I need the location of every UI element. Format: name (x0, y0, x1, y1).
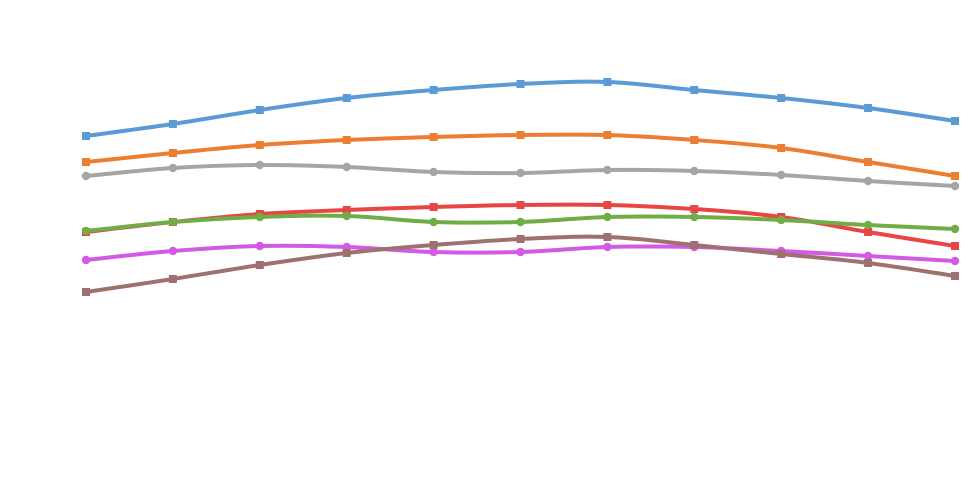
series-2-point-3 (255, 141, 264, 149)
series-7-point-10 (864, 259, 873, 267)
series-2-point-8 (690, 136, 699, 144)
series-6-point-10 (863, 251, 873, 261)
series-1-point-4 (342, 94, 351, 102)
series-7-point-6 (516, 235, 525, 243)
series-7-point-3 (255, 261, 264, 269)
series-5-point-4 (342, 211, 351, 221)
series-6-point-7 (603, 242, 612, 252)
series-3-point-11 (950, 181, 960, 191)
series-3-point-8 (690, 166, 699, 176)
series-1-point-5 (429, 86, 438, 94)
series-2-point-7 (603, 131, 612, 139)
series-7-point-9 (777, 250, 786, 258)
series-4-point-5 (429, 203, 438, 211)
series-5-point-5 (429, 217, 438, 227)
series-3-point-9 (777, 170, 786, 180)
series-3-point-3 (255, 160, 264, 170)
series-7-point-11 (951, 272, 959, 280)
series-1-point-9 (777, 94, 786, 102)
series-7-line (84, 234, 957, 294)
series-5-point-3 (255, 212, 264, 222)
series-2-point-1 (82, 158, 90, 166)
series-6-point-3 (255, 241, 264, 251)
series-2-point-11 (951, 172, 959, 180)
series-5-point-10 (863, 220, 873, 230)
series-7-point-4 (342, 249, 351, 257)
series-6 (81, 241, 960, 266)
series-4-point-7 (603, 201, 612, 209)
series-2-point-5 (429, 133, 438, 141)
series-6-point-1 (81, 255, 91, 265)
series-1-point-7 (603, 78, 612, 86)
series-5-point-2 (168, 217, 178, 227)
series-3 (81, 160, 960, 191)
series-1-point-10 (864, 104, 873, 112)
series-5-point-6 (516, 217, 525, 227)
series-1-point-6 (516, 80, 525, 88)
series-1-point-8 (690, 86, 699, 94)
series-7-point-5 (429, 241, 438, 249)
series-3-point-5 (429, 167, 438, 177)
series-6-point-2 (168, 246, 178, 256)
series-1-point-11 (951, 117, 959, 125)
series-2-point-2 (168, 149, 177, 157)
series-3-point-6 (516, 168, 525, 178)
series-5-point-8 (690, 212, 699, 222)
series-4-point-11 (951, 242, 959, 250)
series-1-point-2 (168, 120, 177, 128)
series-3-point-10 (863, 176, 873, 186)
series-7-point-2 (168, 275, 177, 283)
series-5 (81, 211, 960, 236)
series-5-point-7 (603, 212, 612, 222)
series-7-point-1 (82, 288, 90, 296)
series-1 (82, 78, 959, 140)
series-5-point-9 (777, 215, 786, 225)
series-6-point-5 (429, 247, 438, 257)
series-4-point-10 (864, 228, 873, 236)
series-6-point-6 (516, 247, 525, 257)
series-1-point-1 (82, 132, 90, 140)
series-5-point-1 (81, 226, 91, 236)
series-5-point-11 (950, 224, 960, 234)
series-2-point-6 (516, 131, 525, 139)
series-2 (82, 131, 959, 180)
series-7-point-7 (603, 233, 612, 241)
series-3-point-2 (168, 163, 178, 173)
series-2-point-9 (777, 144, 786, 152)
series-4-point-8 (690, 205, 699, 213)
series-1-point-3 (255, 106, 264, 114)
series-7-point-8 (690, 241, 699, 249)
series-1-line (84, 79, 957, 138)
series-2-point-10 (864, 158, 873, 166)
series-7 (82, 233, 959, 296)
series-3-point-7 (603, 165, 612, 175)
series-layer (81, 78, 960, 296)
series-3-point-4 (342, 162, 351, 172)
series-2-point-4 (342, 136, 351, 144)
series-3-point-1 (81, 171, 91, 181)
series-6-point-11 (950, 256, 960, 266)
series-4-point-4 (342, 206, 351, 214)
series-4-point-6 (516, 201, 525, 209)
